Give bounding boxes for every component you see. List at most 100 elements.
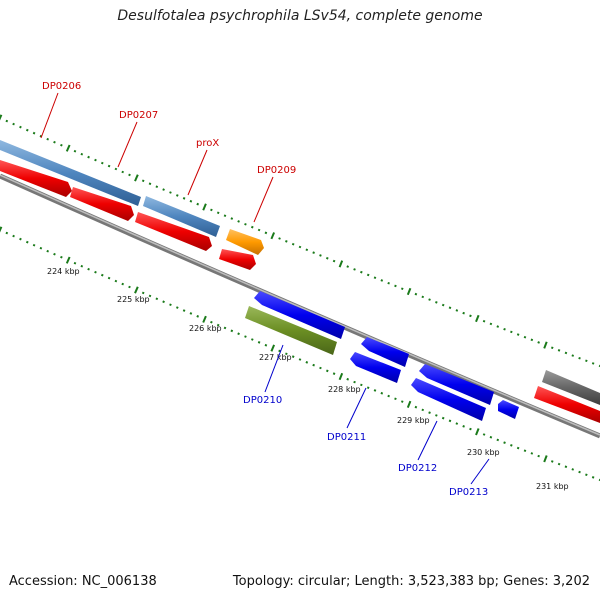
gene-label-dp0212[interactable]: DP0212	[398, 463, 437, 474]
minor-tick	[182, 197, 186, 200]
minor-tick	[5, 119, 9, 123]
minor-tick	[400, 287, 404, 290]
minor-tick	[285, 240, 288, 243]
minor-tick	[332, 372, 336, 375]
major-tick	[0, 114, 3, 121]
minor-tick	[210, 208, 213, 212]
gene-label-dp0206[interactable]: DP0206	[42, 81, 81, 92]
gene-dp0213-feature[interactable]	[498, 400, 519, 419]
minor-tick	[291, 242, 295, 246]
major-tick	[475, 314, 480, 323]
minor-tick	[19, 237, 22, 241]
gene-label-prox[interactable]: proX	[196, 138, 219, 149]
gene-dp0206-feature[interactable]	[0, 140, 141, 206]
minor-tick	[60, 143, 63, 147]
minor-tick	[148, 294, 152, 298]
edge-gray-feature[interactable]	[542, 370, 600, 405]
gene-label-dp0213[interactable]: DP0213	[449, 487, 488, 498]
gene-label-dp0209[interactable]: DP0209	[257, 165, 296, 176]
edge-red-feature[interactable]	[534, 386, 600, 423]
cds-feature-1[interactable]	[0, 160, 72, 197]
minor-tick	[312, 251, 315, 254]
leader-line-dp0211	[346, 387, 367, 429]
minor-tick	[591, 476, 595, 479]
kbp-label-225: 225 kbp	[117, 295, 150, 304]
minor-tick	[319, 366, 322, 370]
minor-tick	[523, 335, 527, 339]
minor-tick	[585, 473, 588, 477]
minor-tick	[353, 268, 356, 271]
minor-tick	[114, 167, 118, 171]
major-tick	[543, 455, 548, 463]
major-tick	[134, 174, 139, 182]
gene-label-dp0211[interactable]: DP0211	[327, 432, 366, 443]
minor-tick	[489, 322, 493, 326]
minor-tick	[414, 292, 418, 296]
major-tick	[543, 341, 548, 349]
gene-dp0211-feature[interactable]	[361, 337, 409, 367]
minor-tick	[264, 343, 268, 347]
gene-dp0209-feature[interactable]	[226, 229, 264, 255]
kbp-label-224: 224 kbp	[47, 267, 80, 276]
minor-tick	[360, 270, 363, 274]
minor-tick	[435, 414, 438, 417]
minor-tick	[448, 419, 452, 423]
minor-tick	[107, 276, 111, 280]
gene-prox-feature[interactable]	[143, 196, 220, 237]
minor-tick	[496, 325, 500, 328]
leader-line-dp0213	[470, 458, 490, 485]
minor-tick	[462, 311, 465, 315]
major-tick	[475, 428, 480, 436]
minor-tick	[441, 416, 445, 420]
minor-tick	[319, 254, 322, 257]
minor-tick	[366, 273, 370, 277]
minor-tick	[455, 422, 459, 425]
major-tick	[65, 144, 71, 152]
leader-line-dp0209	[253, 176, 274, 223]
gene-label-dp0210[interactable]: DP0210	[243, 395, 282, 406]
minor-tick	[53, 140, 56, 144]
minor-tick	[141, 291, 145, 295]
minor-tick	[503, 327, 506, 331]
minor-tick	[250, 338, 254, 341]
cds-reverse-1[interactable]	[350, 352, 401, 383]
minor-tick	[230, 217, 234, 220]
minor-tick	[557, 349, 561, 352]
minor-tick	[482, 319, 486, 323]
cds-feature-2[interactable]	[70, 187, 134, 221]
minor-tick	[114, 279, 118, 283]
minor-tick	[5, 231, 9, 235]
minor-tick	[325, 256, 329, 260]
gene-label-dp0207[interactable]: DP0207	[119, 110, 158, 121]
kbp-label-226: 226 kbp	[189, 324, 222, 333]
kbp-label-230: 230 kbp	[467, 448, 500, 457]
minor-tick	[325, 369, 329, 373]
minor-tick	[223, 326, 227, 330]
minor-tick	[250, 225, 254, 229]
gene-dp0210-feature[interactable]	[254, 291, 345, 339]
major-tick	[270, 344, 276, 352]
cds-feature-4[interactable]	[219, 249, 256, 270]
minor-tick	[400, 400, 404, 403]
green-feature[interactable]	[245, 306, 337, 355]
minor-tick	[469, 314, 472, 318]
minor-tick	[564, 351, 568, 355]
minor-tick	[353, 380, 356, 384]
minor-tick	[25, 240, 29, 244]
minor-tick	[557, 462, 561, 466]
minor-tick	[141, 179, 145, 183]
outer-tick-row	[0, 114, 600, 368]
accession-label: Accession: NC_006138	[9, 574, 157, 589]
leader-line-dp0206	[40, 92, 59, 139]
minor-tick	[380, 391, 384, 395]
cds-feature-3[interactable]	[135, 212, 212, 251]
gene-dp0212-feature[interactable]	[419, 364, 494, 405]
minor-tick	[571, 468, 575, 471]
minor-tick	[571, 354, 575, 357]
minor-tick	[189, 199, 193, 203]
genome-backbone-highlight	[0, 174, 600, 436]
minor-tick	[550, 460, 554, 463]
minor-tick	[380, 279, 384, 282]
cds-reverse-2[interactable]	[411, 378, 486, 421]
